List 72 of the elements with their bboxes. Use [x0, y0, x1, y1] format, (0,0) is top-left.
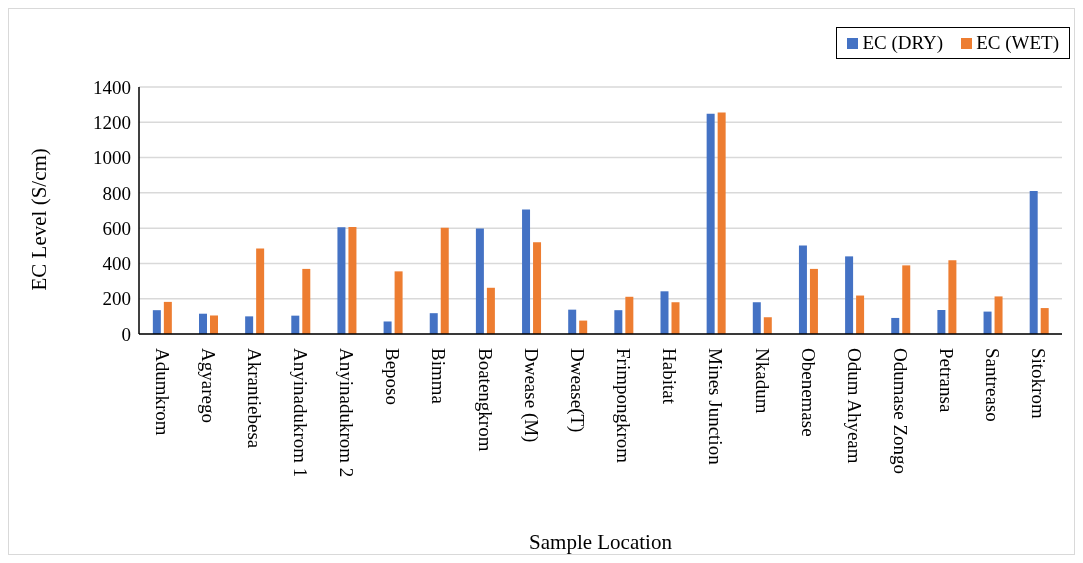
bar [891, 317, 900, 334]
bar [245, 316, 254, 334]
x-tick-label: Dwease (M) [519, 348, 542, 443]
bar [533, 242, 542, 334]
x-tick-label: Habitat [659, 348, 681, 405]
y-axis-title: EC Level (S/cm) [27, 148, 52, 291]
x-tick-label: Frimpongkrom [613, 348, 635, 464]
legend-label: EC (DRY) [862, 32, 944, 54]
x-axis-title: Sample Location [529, 530, 673, 554]
x-tick-label: Sitokrom [1028, 348, 1050, 419]
x-tick-label: Mines Junction [705, 348, 727, 466]
bar [199, 313, 207, 334]
bar [383, 321, 392, 334]
bar [522, 209, 531, 334]
bar [475, 228, 484, 334]
bar [671, 302, 680, 334]
x-tick-label: Anyinadukrom 1 [290, 348, 312, 478]
bar [486, 287, 495, 334]
x-tick-label: Nkadum [751, 348, 773, 414]
x-tick-label: Odumase Zongo [889, 348, 911, 475]
x-tick-label: Agyarego [197, 348, 219, 423]
bar [568, 309, 577, 334]
x-tick-label: Obenemase [797, 348, 819, 437]
bar [1029, 190, 1038, 334]
bar [752, 302, 761, 334]
x-tick-label: Dwease(T) [565, 348, 588, 433]
x-tick-label: Bimma [428, 348, 450, 405]
bar [163, 301, 172, 334]
bar [302, 268, 311, 334]
x-tick-label: Boatengkrom [474, 348, 496, 452]
bar [845, 256, 854, 334]
bar [152, 310, 161, 334]
bar [440, 227, 449, 334]
bar [337, 227, 346, 334]
bar [348, 226, 357, 334]
bar [291, 315, 300, 334]
bar [614, 310, 623, 334]
bar [994, 296, 1003, 334]
bar [706, 113, 715, 334]
x-tick-label: Santreaso [982, 348, 1004, 422]
bar [579, 320, 588, 334]
bar [798, 245, 807, 334]
bar [210, 315, 218, 334]
y-tick-label: 600 [102, 217, 131, 239]
y-tick-label: 1000 [93, 147, 131, 169]
y-tick-label: 200 [102, 288, 131, 310]
x-tick-label: Anyinadukrom 2 [336, 348, 358, 478]
x-tick-label: Petransa [936, 348, 958, 413]
y-tick-label: 0 [121, 323, 131, 345]
y-tick-label: 1400 [93, 76, 131, 98]
y-tick-label: 400 [102, 253, 131, 275]
bar [1040, 308, 1049, 334]
bar [429, 313, 438, 334]
x-tick-label: Adumkrom [151, 348, 173, 436]
bar [625, 296, 634, 334]
bar [856, 295, 865, 334]
bar [256, 248, 265, 334]
legend-label: EC (WET) [976, 32, 1059, 54]
bar [937, 310, 946, 334]
y-tick-label: 1200 [93, 112, 131, 134]
bar [809, 268, 818, 334]
bar [983, 311, 992, 334]
bar [763, 317, 772, 334]
bar [660, 291, 669, 334]
bar [717, 112, 726, 334]
bar [948, 260, 957, 334]
bar [394, 271, 403, 334]
bar [902, 265, 911, 334]
x-tick-label: Odum Ahyeam [843, 348, 865, 464]
y-tick-label: 800 [102, 182, 131, 204]
x-tick-label: Akrantiebesa [243, 348, 265, 449]
x-tick-label: Beposo [382, 348, 404, 405]
